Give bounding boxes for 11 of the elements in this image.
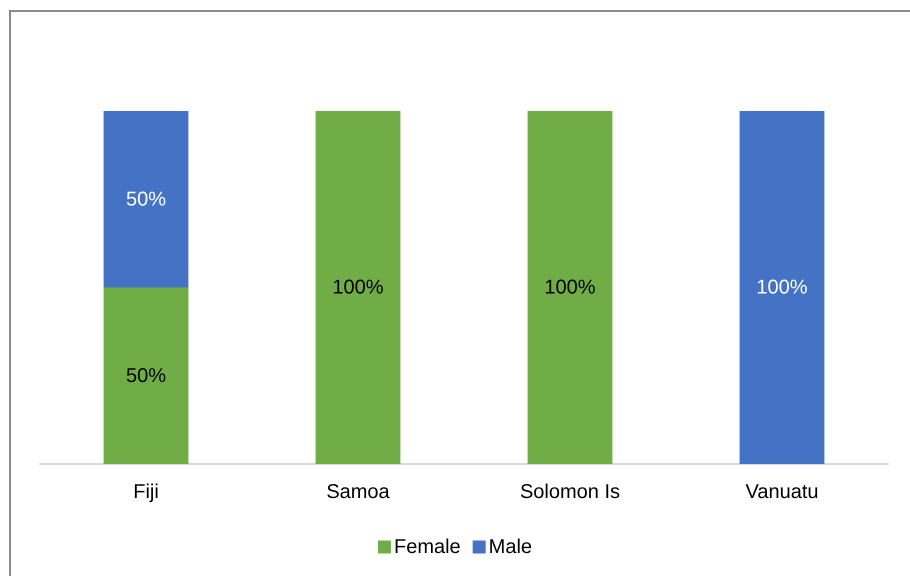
data-label: 50%	[126, 188, 166, 210]
legend-label: Male	[488, 536, 532, 558]
legend-label: Female	[394, 536, 461, 558]
x-tick-label: Samoa	[326, 481, 391, 503]
data-label: 50%	[126, 364, 166, 387]
x-tick-label: Fiji	[133, 481, 159, 503]
data-label: 100%	[332, 276, 384, 298]
data-label: 100%	[756, 276, 808, 298]
x-tick-label: Vanuatu	[745, 481, 819, 503]
x-tick-label: Solomon Is	[520, 481, 620, 503]
data-label: 100%	[544, 276, 596, 298]
